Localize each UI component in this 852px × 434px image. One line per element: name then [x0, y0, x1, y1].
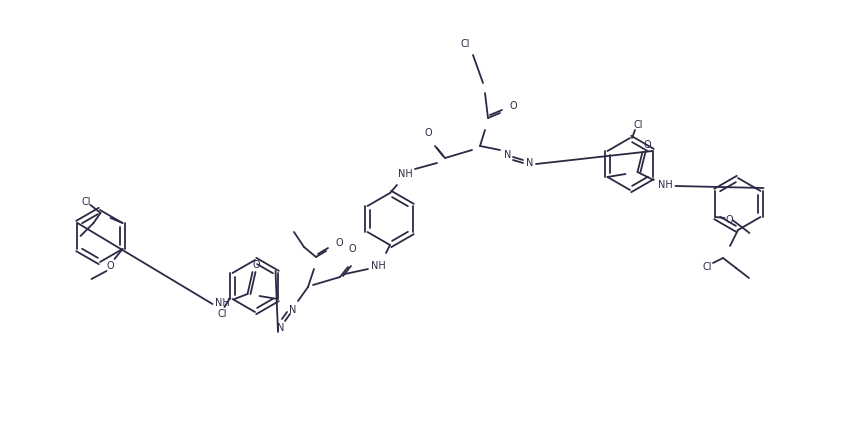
Text: Cl: Cl: [633, 120, 642, 130]
Text: O: O: [726, 214, 734, 224]
Text: O: O: [106, 260, 114, 270]
Text: O: O: [643, 140, 651, 150]
Text: N: N: [527, 158, 533, 168]
Text: Cl: Cl: [218, 308, 227, 318]
Text: N: N: [277, 322, 285, 332]
Text: Cl: Cl: [702, 261, 711, 271]
Text: NH: NH: [216, 297, 230, 307]
Text: O: O: [509, 101, 517, 111]
Text: N: N: [290, 304, 296, 314]
Text: N: N: [504, 150, 512, 160]
Text: O: O: [348, 243, 356, 253]
Text: NH: NH: [398, 169, 412, 178]
Text: Cl: Cl: [82, 197, 91, 207]
Text: NH: NH: [658, 180, 673, 190]
Text: Cl: Cl: [460, 39, 469, 49]
Text: O: O: [253, 260, 261, 270]
Text: NH: NH: [371, 260, 385, 270]
Text: O: O: [335, 237, 343, 247]
Text: O: O: [424, 128, 432, 138]
